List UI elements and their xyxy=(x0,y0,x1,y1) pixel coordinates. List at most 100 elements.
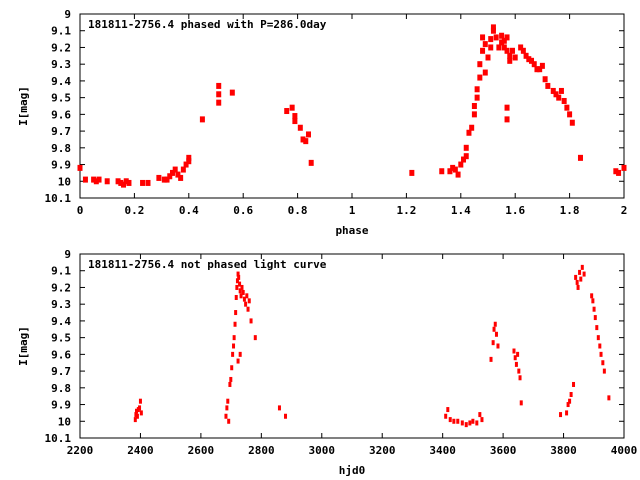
data-point xyxy=(450,164,456,171)
data-point xyxy=(489,356,493,362)
data-point xyxy=(572,381,576,387)
data-point xyxy=(452,166,458,173)
data-point xyxy=(135,408,139,414)
data-point xyxy=(537,66,543,73)
data-point xyxy=(516,351,520,357)
data-point xyxy=(607,395,611,401)
data-point xyxy=(167,173,173,180)
data-point xyxy=(474,86,480,93)
y-tick-label: 9.3 xyxy=(51,58,71,71)
data-point xyxy=(161,176,167,183)
y-axis-label: I[mag] xyxy=(17,326,30,366)
data-point xyxy=(253,335,257,341)
data-point xyxy=(446,407,450,413)
data-point xyxy=(565,410,569,416)
data-point xyxy=(305,131,311,138)
data-points xyxy=(77,24,627,188)
data-point xyxy=(292,113,298,120)
data-point xyxy=(477,61,483,68)
data-point xyxy=(513,355,517,361)
data-point xyxy=(569,119,575,126)
data-point xyxy=(477,74,483,81)
data-point xyxy=(284,108,290,115)
data-point xyxy=(494,331,498,337)
data-point xyxy=(93,178,99,185)
data-point xyxy=(133,417,137,423)
y-tick-label: 9.4 xyxy=(51,75,71,88)
data-point xyxy=(496,44,502,51)
data-point xyxy=(230,365,234,371)
data-point xyxy=(303,138,309,145)
y-tick-label: 9 xyxy=(64,8,71,21)
data-point xyxy=(592,306,596,312)
data-point xyxy=(229,89,235,96)
data-point xyxy=(575,279,579,285)
x-tick-label: 3000 xyxy=(309,444,336,457)
data-point xyxy=(480,34,486,41)
data-point xyxy=(226,398,230,404)
plot-frame xyxy=(79,13,625,199)
data-point xyxy=(577,154,583,161)
data-point xyxy=(567,111,573,118)
data-point xyxy=(568,398,572,404)
data-point xyxy=(539,62,545,69)
data-point xyxy=(518,375,522,381)
data-point xyxy=(138,398,142,404)
data-point xyxy=(574,274,578,280)
data-point xyxy=(229,376,233,382)
chart-title: 181811-2756.4 phased with P=286.0day xyxy=(88,18,327,31)
data-point xyxy=(140,179,146,186)
data-point xyxy=(216,82,222,89)
data-point xyxy=(180,166,186,173)
data-point xyxy=(236,358,240,364)
data-point xyxy=(590,293,594,299)
data-point xyxy=(545,82,551,89)
data-point xyxy=(115,178,121,185)
x-tick-label: 1.2 xyxy=(396,204,416,217)
data-point xyxy=(492,326,496,332)
x-tick-label: 1.4 xyxy=(451,204,471,217)
y-tick-label: 9.2 xyxy=(51,41,71,54)
y-axis-label: I[mag] xyxy=(17,86,30,126)
data-point xyxy=(460,420,464,426)
data-point xyxy=(493,321,497,327)
data-point xyxy=(490,27,496,34)
data-point xyxy=(499,39,505,46)
data-point xyxy=(239,293,243,299)
data-point xyxy=(501,44,507,51)
y-tick-label: 9.1 xyxy=(51,265,71,278)
data-point xyxy=(526,56,532,63)
data-point xyxy=(564,104,570,111)
data-point xyxy=(561,97,567,104)
x-tick-label: 1 xyxy=(349,204,356,217)
y-tick-label: 10 xyxy=(58,415,71,428)
data-point xyxy=(439,168,445,175)
data-point xyxy=(591,298,595,304)
data-point xyxy=(448,417,452,423)
data-point xyxy=(237,274,241,280)
data-point xyxy=(139,410,143,416)
data-point xyxy=(488,36,494,43)
data-point xyxy=(246,306,250,312)
data-point xyxy=(249,318,253,324)
data-point xyxy=(480,417,484,423)
data-point xyxy=(469,124,475,131)
data-point xyxy=(485,54,491,61)
y-tick-label: 9.8 xyxy=(51,142,71,155)
data-point xyxy=(186,154,192,161)
x-axis-label: phase xyxy=(335,224,368,237)
data-point xyxy=(559,412,563,418)
data-point xyxy=(452,418,456,424)
data-point xyxy=(227,418,231,424)
y-tick-label: 10.1 xyxy=(45,192,72,205)
data-point xyxy=(518,44,524,51)
data-point xyxy=(238,351,242,357)
data-point xyxy=(576,284,580,290)
data-point xyxy=(134,412,138,418)
y-tick-label: 9.4 xyxy=(51,315,71,328)
data-point xyxy=(578,269,582,275)
data-point xyxy=(234,310,238,316)
y-tick-label: 9.9 xyxy=(51,159,71,172)
x-tick-label: 3800 xyxy=(550,444,577,457)
data-point xyxy=(512,348,516,354)
